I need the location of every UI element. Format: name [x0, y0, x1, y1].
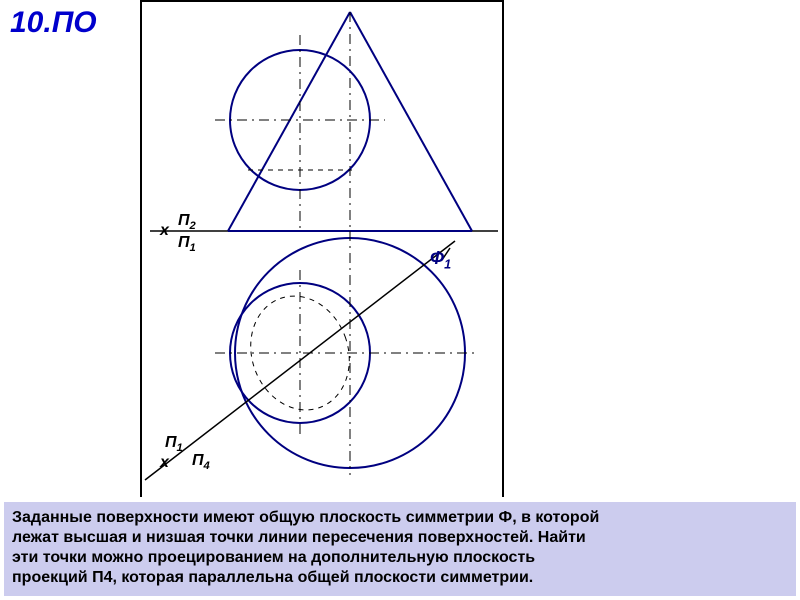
- caption-box: Заданные поверхности имеют общую плоскос…: [4, 502, 796, 596]
- label-pi2-sub: 2: [190, 220, 196, 232]
- caption-line-3: эти точки можно проецированием на дополн…: [12, 548, 788, 568]
- label-pi1a-sub: 1: [190, 242, 196, 254]
- caption-line-4: проекций П4, которая параллельна общей п…: [12, 568, 788, 588]
- label-phi1: Ф1: [430, 248, 451, 272]
- label-phi1-main: Ф: [430, 248, 444, 268]
- label-pi4: П4: [192, 452, 210, 472]
- label-x-bottom: x: [160, 454, 169, 472]
- label-pi1-bottom: П1: [165, 434, 183, 454]
- caption-line-2: лежат высшая и низшая точки линии пересе…: [12, 528, 788, 548]
- label-pi1a-main: П: [178, 234, 190, 251]
- label-pi4-sub: 4: [204, 460, 210, 472]
- label-pi2-main: П: [178, 212, 190, 229]
- label-phi1-sub: 1: [444, 258, 451, 272]
- label-x-top: x: [160, 222, 169, 240]
- label-pi1-top: П1: [178, 234, 196, 254]
- label-pi2: П2: [178, 212, 196, 232]
- label-pi1b-main: П: [165, 434, 177, 451]
- caption-line-1: Заданные поверхности имеют общую плоскос…: [12, 508, 788, 528]
- label-pi4-main: П: [192, 452, 204, 469]
- label-pi1b-sub: 1: [177, 442, 183, 454]
